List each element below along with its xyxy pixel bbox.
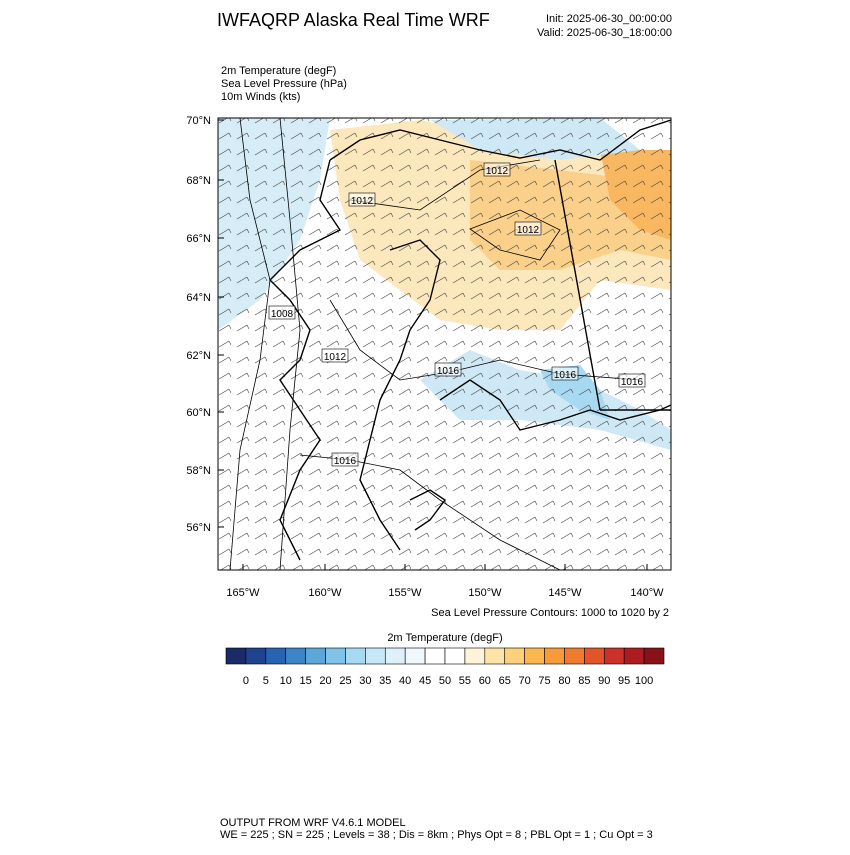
contour-label-box: [551, 366, 579, 381]
colorbar-label: 65: [499, 675, 511, 687]
colorbar-label: 0: [243, 675, 249, 687]
colorbar-label: 35: [379, 675, 391, 687]
colorbar-swatch: [524, 647, 545, 665]
colorbar-label: 40: [399, 675, 411, 687]
colorbar-swatch: [365, 647, 386, 665]
colorbar-swatch: [584, 647, 605, 665]
footer-line: OUTPUT FROM WRF V4.6.1 MODEL: [220, 817, 406, 829]
lon-label: 140°W: [630, 587, 664, 599]
colorbar-swatch: [643, 647, 665, 665]
colorbar-swatch: [265, 647, 287, 665]
map-area: [218, 118, 671, 570]
colorbar-swatch: [544, 647, 565, 665]
colorbar-title: 2m Temperature (degF): [387, 632, 502, 644]
contour-label-box: [321, 348, 349, 363]
lat-label: 60°N: [186, 407, 211, 419]
colorbar-label: 25: [339, 675, 351, 687]
colorbar-swatch: [404, 647, 426, 665]
contour-label-box: [483, 162, 511, 177]
colorbar-swatch: [564, 647, 585, 665]
colorbar-label: 75: [538, 675, 550, 687]
colorbar-swatch: [305, 647, 326, 665]
colorbar-swatch: [424, 647, 446, 665]
colorbar-label: 5: [263, 675, 269, 687]
valid-time: Valid: 2025-06-30_18:00:00: [537, 27, 672, 39]
contour-label: 1012: [486, 166, 509, 177]
contour-label: 1016: [554, 370, 577, 381]
colorbar-swatch: [623, 647, 645, 665]
lat-label: 70°N: [186, 115, 211, 127]
lon-label: 145°W: [548, 587, 582, 599]
contour-label-box: [348, 192, 376, 207]
colorbar-swatch: [285, 647, 306, 665]
lon-label: 165°W: [226, 587, 260, 599]
colorbar-label: 60: [479, 675, 491, 687]
contour-label-box: [268, 305, 296, 320]
colorbar-label: 45: [419, 675, 431, 687]
contour-label-box: [514, 221, 542, 236]
lat-label: 64°N: [186, 292, 211, 304]
contour-label: 1012: [351, 196, 374, 207]
footer-line: WE = 225 ; SN = 225 ; Levels = 38 ; Dis …: [220, 829, 653, 841]
colorbar-swatch: [345, 647, 366, 665]
colorbar-label: 20: [319, 675, 331, 687]
contour-label: 1012: [324, 352, 347, 363]
colorbar-swatch: [245, 647, 267, 665]
contour-note: Sea Level Pressure Contours: 1000 to 102…: [431, 607, 669, 619]
colorbar-swatch: [484, 647, 506, 665]
field-label: 10m Winds (kts): [221, 91, 300, 103]
colorbar-swatch: [325, 647, 346, 665]
title: IWFAQRP Alaska Real Time WRF: [217, 10, 490, 30]
colorbar-label: 15: [300, 675, 312, 687]
lat-label: 56°N: [186, 522, 211, 534]
colorbar-label: 55: [459, 675, 471, 687]
lat-label: 58°N: [186, 465, 211, 477]
colorbar-swatch: [603, 647, 625, 665]
contour-label: 1012: [517, 225, 540, 236]
colorbar-swatch: [504, 647, 525, 665]
contour-label: 1016: [437, 366, 460, 377]
contour-label-box: [331, 452, 359, 467]
contour-label: 1008: [271, 309, 294, 320]
lon-label: 155°W: [388, 587, 422, 599]
lon-label: 150°W: [468, 587, 502, 599]
colorbar-label: 30: [359, 675, 371, 687]
lon-label: 160°W: [308, 587, 342, 599]
contour-label: 1016: [621, 377, 644, 388]
colorbar-swatch: [464, 647, 486, 665]
colorbar-swatch: [384, 647, 406, 665]
colorbar-label: 50: [439, 675, 451, 687]
colorbar-label: 85: [578, 675, 590, 687]
colorbar-label: 95: [618, 675, 630, 687]
colorbar-swatch: [225, 647, 247, 665]
contour-label-box: [434, 362, 462, 377]
contour-label-box: [618, 373, 646, 388]
colorbar-swatch: [444, 647, 466, 665]
field-label: 2m Temperature (degF): [221, 65, 336, 77]
colorbar-label: 70: [519, 675, 531, 687]
map-frame: [217, 117, 672, 571]
field-label: Sea Level Pressure (hPa): [221, 78, 347, 90]
colorbar-label: 90: [598, 675, 610, 687]
contour-label: 1016: [334, 456, 357, 467]
colorbar-label: 10: [280, 675, 292, 687]
lat-label: 62°N: [186, 350, 211, 362]
lat-label: 68°N: [186, 175, 211, 187]
init-time: Init: 2025-06-30_00:00:00: [546, 13, 672, 25]
colorbar-label: 100: [635, 675, 653, 687]
lat-label: 66°N: [186, 233, 211, 245]
colorbar-label: 80: [558, 675, 570, 687]
